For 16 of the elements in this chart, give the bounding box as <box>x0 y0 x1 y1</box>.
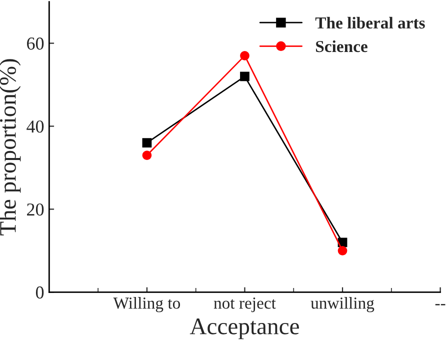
point <box>142 150 152 160</box>
point <box>240 72 250 82</box>
y-tick-label: 40 <box>26 120 44 133</box>
legend-label: The liberal arts <box>315 16 425 29</box>
y-tick-label: 0 <box>36 286 44 299</box>
x-tick-label: -- <box>435 304 446 306</box>
x-tick-label: not reject <box>214 298 276 312</box>
y-tick-label: 20 <box>27 203 44 216</box>
point <box>142 138 152 148</box>
y-tick-label: 60 <box>27 38 44 50</box>
point <box>240 51 250 60</box>
x-tick-label: Willing to <box>113 297 180 312</box>
point <box>338 246 348 256</box>
x-tick-label: unwilling <box>310 297 374 312</box>
x-axis-title: Acceptance <box>190 318 299 340</box>
legend-label: Science <box>316 40 368 52</box>
